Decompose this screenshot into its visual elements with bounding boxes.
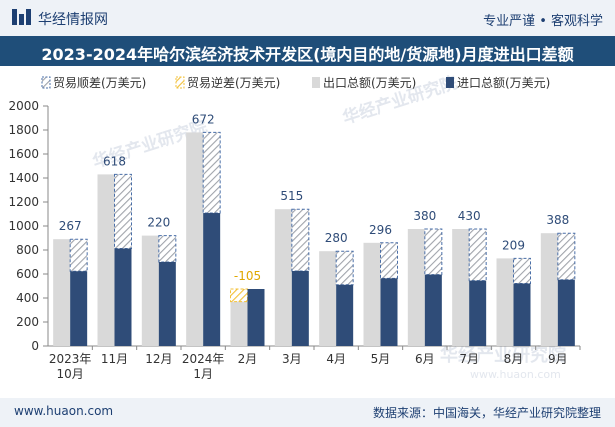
export-bar — [53, 239, 71, 346]
legend-label-import: 进口总额(万美元) — [457, 76, 550, 90]
export-bar — [319, 251, 337, 346]
legend-label-surplus: 贸易顺差(万美元) — [53, 76, 146, 90]
watermark-url: www.huaon.com — [470, 368, 561, 381]
import-bar — [291, 271, 309, 346]
import-bar — [424, 274, 442, 346]
y-tick-label: 800 — [16, 243, 39, 257]
brand-name: 华经情报网 — [38, 12, 108, 28]
legend-swatch-deficit — [175, 76, 185, 89]
export-bar — [496, 258, 514, 346]
surplus-bar — [424, 228, 443, 276]
legend-swatch-surplus — [41, 76, 51, 89]
x-tick-label: 2月 — [238, 352, 258, 366]
export-bar — [141, 235, 159, 346]
surplus-bar — [291, 208, 310, 272]
data-source: 数据来源：中国海关，华经产业研究院整理 — [372, 406, 601, 420]
y-tick-label: 0 — [31, 339, 39, 353]
surplus-bar — [557, 232, 576, 281]
y-tick-label: 1200 — [8, 195, 39, 209]
balance-label: 618 — [103, 154, 126, 168]
y-tick-label: 1800 — [8, 123, 39, 137]
balance-label: 515 — [280, 189, 303, 203]
legend-swatch-import — [446, 77, 454, 88]
logo-icon — [12, 9, 32, 25]
y-tick-label: 2000 — [8, 99, 39, 113]
deficit-bar — [230, 288, 248, 303]
y-tick-label: 200 — [16, 315, 39, 329]
x-tick-label: 11月 — [101, 352, 128, 366]
legend-label-deficit: 贸易逆差(万美元) — [187, 75, 280, 90]
import-bar — [513, 283, 531, 346]
y-tick-label: 400 — [16, 291, 39, 305]
export-bar — [186, 132, 204, 346]
surplus-bar — [69, 238, 88, 272]
import-bar — [469, 280, 487, 346]
balance-label: 220 — [147, 216, 170, 230]
balance-label: 296 — [369, 223, 392, 237]
surplus-bar — [468, 228, 487, 282]
title-bar: 2023-2024年哈尔滨经济技术开发区(境内目的地/货源地)月度进出口差额 — [0, 36, 615, 66]
top-bar: 华经情报网 专业严谨 • 客观科学 — [0, 0, 615, 36]
export-bar — [452, 229, 470, 346]
x-tick-label: 6月 — [415, 352, 435, 366]
export-bar — [363, 242, 381, 346]
watermark: 华经产业研究院 — [440, 344, 566, 366]
balance-label: -105 — [234, 269, 261, 283]
balance-label: 280 — [325, 231, 348, 245]
legend-label-export: 出口总额(万美元) — [323, 76, 416, 90]
x-tick-label: 5月 — [371, 352, 391, 366]
y-tick-label: 1600 — [8, 147, 39, 161]
import-bar — [203, 213, 221, 346]
balance-label: 209 — [502, 238, 525, 252]
surplus-bar — [380, 242, 398, 279]
x-tick-label: 2023年 — [49, 352, 92, 366]
x-tick-label: 3月 — [282, 352, 302, 366]
export-bar — [407, 229, 425, 346]
balance-label: 430 — [458, 209, 481, 223]
x-tick-label: 10月 — [57, 367, 84, 381]
surplus-bar — [202, 131, 221, 214]
balance-label: 380 — [413, 209, 436, 223]
chart-title: 2023-2024年哈尔滨经济技术开发区(境内目的地/货源地)月度进出口差额 — [41, 45, 574, 64]
y-tick-label: 1000 — [8, 219, 39, 233]
footer: www.huaon.com 数据来源：中国海关，华经产业研究院整理 — [0, 398, 615, 427]
balance-label: 388 — [546, 213, 569, 227]
import-bar — [114, 248, 132, 346]
import-bar — [247, 289, 265, 346]
x-tick-label: 7月 — [459, 352, 479, 366]
import-bar — [557, 279, 575, 346]
x-tick-label: 8月 — [504, 352, 524, 366]
x-tick-label: 2024年 — [182, 352, 225, 366]
x-tick-label: 1月 — [193, 367, 213, 381]
import-bar — [380, 278, 398, 346]
import-bar — [158, 262, 176, 346]
export-bar — [97, 174, 115, 346]
export-bar — [540, 233, 558, 346]
site-url: www.huaon.com — [14, 404, 114, 418]
balance-label: 267 — [59, 219, 82, 233]
export-bar — [274, 209, 292, 346]
export-bar — [230, 301, 248, 346]
x-tick-label: 4月 — [326, 352, 346, 366]
surplus-bar — [335, 250, 354, 286]
surplus-bar — [158, 235, 177, 263]
surplus-bar — [513, 257, 531, 284]
import-bar — [336, 284, 354, 346]
surplus-bar — [114, 173, 132, 250]
x-tick-label: 12月 — [145, 352, 172, 366]
balance-label: 672 — [192, 112, 215, 126]
slogan: 专业严谨 • 客观科学 — [483, 14, 603, 29]
y-tick-label: 1400 — [8, 171, 39, 185]
y-tick-label: 600 — [16, 267, 39, 281]
import-bar — [70, 271, 88, 346]
x-tick-label: 9月 — [548, 352, 568, 366]
legend-swatch-export — [312, 77, 320, 88]
